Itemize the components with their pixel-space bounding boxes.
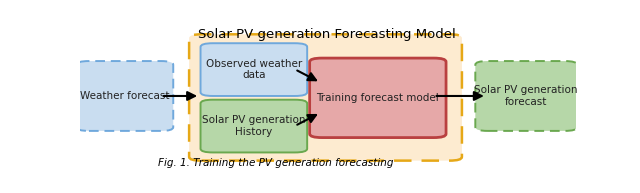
FancyBboxPatch shape [77, 61, 173, 131]
Text: Solar PV generation
History: Solar PV generation History [202, 115, 305, 137]
Text: Training forecast model: Training forecast model [316, 93, 439, 103]
Text: Solar PV generation Forecasting Model: Solar PV generation Forecasting Model [198, 28, 456, 41]
FancyBboxPatch shape [200, 43, 307, 96]
FancyBboxPatch shape [310, 58, 446, 138]
FancyBboxPatch shape [200, 100, 307, 152]
FancyBboxPatch shape [189, 34, 462, 161]
Text: Weather forecast: Weather forecast [80, 91, 170, 101]
Text: Observed weather
data: Observed weather data [205, 59, 302, 80]
FancyBboxPatch shape [476, 61, 577, 131]
Text: Fig. 1. Training the PV generation forecasting: Fig. 1. Training the PV generation forec… [158, 158, 394, 168]
Text: Solar PV generation
forecast: Solar PV generation forecast [474, 85, 578, 107]
